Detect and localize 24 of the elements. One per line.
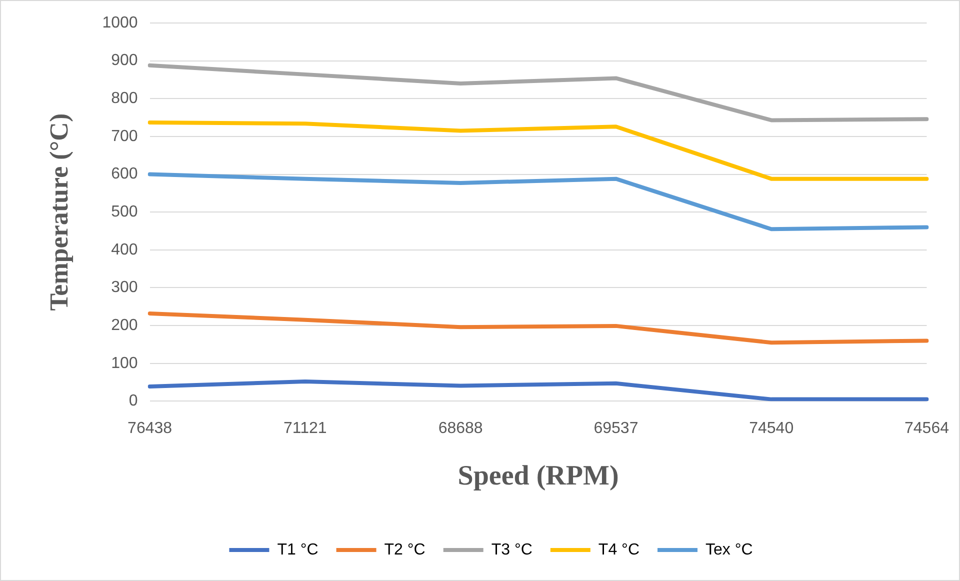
y-tick-label: 200 [111, 316, 138, 334]
x-tick-label: 74564 [904, 420, 950, 438]
legend-label: T4 °C [598, 541, 640, 558]
y-tick-label: 700 [111, 128, 138, 145]
y-tick-label: 0 [128, 392, 138, 410]
legend-label: T3 °C [491, 541, 532, 558]
x-tick-label: 74540 [749, 420, 794, 438]
x-tick-label: 71121 [284, 420, 327, 438]
y-tick-label: 100 [111, 354, 138, 372]
y-tick-label: 800 [111, 90, 138, 108]
x-tick-label: 76438 [128, 420, 172, 438]
y-tick-label: 500 [111, 204, 138, 221]
y-tick-label: 900 [111, 52, 138, 70]
y-tick-label: 400 [111, 241, 138, 258]
y-axis-title: Temperature (°C) [44, 113, 74, 311]
x-axis-title: Speed (RPM) [458, 460, 619, 492]
y-tick-label: 600 [111, 166, 138, 183]
legend-label: T1 °C [277, 541, 318, 558]
x-tick-label: 69537 [594, 420, 638, 438]
y-tick-label: 300 [111, 279, 138, 296]
x-tick-label: 68688 [438, 420, 483, 438]
y-tick-label: 1000 [102, 14, 138, 32]
legend-label: T2 °C [384, 541, 426, 558]
legend-label: Tex °C [705, 541, 753, 558]
